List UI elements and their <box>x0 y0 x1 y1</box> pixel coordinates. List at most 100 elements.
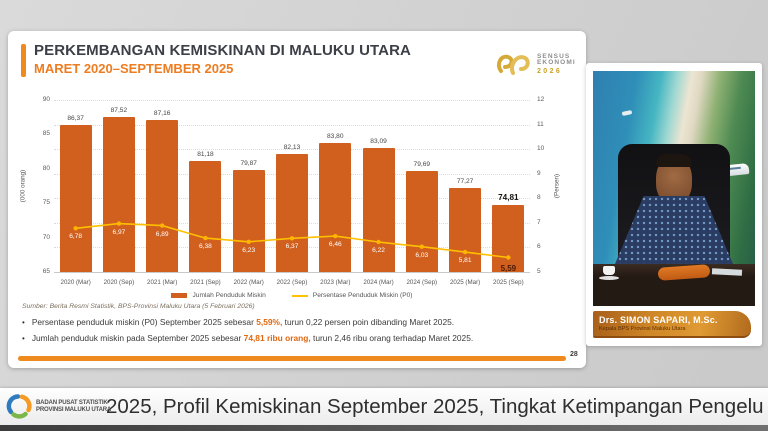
bullet-count: • Jumlah penduduk miskin pada September … <box>22 333 578 344</box>
ticker-headline: 2025, Profil Kemiskinan September 2025, … <box>106 394 764 418</box>
right-axis-tick: 12 <box>537 96 545 103</box>
x-axis-label: 2022 (Sep) <box>276 279 308 286</box>
slide-page-number: 28 <box>570 351 578 358</box>
bps-logo-text: BADAN PUSAT STATISTIK PROVINSI MALUKU UT… <box>36 399 112 413</box>
line-point <box>462 249 468 255</box>
poverty-chart: 65 70 75 80 85 90 5 6 7 8 9 10 11 12 (000 orang) (Perse… <box>8 31 586 368</box>
speaker-video-frame <box>593 71 755 306</box>
right-axis-tick: 9 <box>537 169 541 177</box>
line-point <box>246 239 251 244</box>
x-axis-label: 2020 (Sep) <box>103 279 135 286</box>
line-point <box>116 221 122 226</box>
bar-2024 (Sep) <box>405 170 438 272</box>
right-axis-tick: 5 <box>537 268 541 275</box>
left-axis-tick: 90 <box>42 96 50 103</box>
bar-value-label: 83,09 <box>370 137 387 145</box>
speaker-name: Drs. SIMON SAPARI, M.Sc. <box>599 315 718 325</box>
bar-value-label: 83,80 <box>327 132 344 140</box>
right-axis-tick: 6 <box>537 243 541 251</box>
bar-2025 (Mar) <box>449 187 482 272</box>
line-value-label: 5,59 <box>500 263 517 273</box>
line-value-label: 6,22 <box>372 247 385 255</box>
left-axis-title: (000 orang) <box>19 169 27 203</box>
chart-legend: Jumlah Penduduk Miskin Persentase Pendud… <box>54 292 530 299</box>
gridline <box>54 272 530 273</box>
left-axis-tick: 70 <box>42 233 50 241</box>
speaker-name-banner: Drs. SIMON SAPARI, M.Sc. Kepala BPS Prov… <box>593 311 751 338</box>
x-axis-label: 2025 (Mar) <box>449 279 481 286</box>
x-axis-label: 2025 (Sep) <box>493 279 524 286</box>
line-value-label: 6,23 <box>242 246 256 254</box>
line-point <box>289 236 295 241</box>
bar-2025 (Sep) <box>492 204 525 272</box>
right-axis-tick: 10 <box>537 145 545 153</box>
line-series-swatch <box>291 294 308 297</box>
right-axis-tick: 8 <box>537 194 541 202</box>
coffee-cup <box>602 266 615 276</box>
x-axis-label: 2021 (Sep) <box>190 279 221 286</box>
legend-bar-label: Jumlah Penduduk Miskin <box>192 292 266 299</box>
bullet-percentage-text: Persentase penduduk miskin (P0) Septembe… <box>31 317 455 327</box>
sensus-ekonomi-logo: SENSUS EKONOMI 2026 <box>495 47 581 81</box>
line-value-label: 6,37 <box>285 243 299 251</box>
bar-2021 (Mar) <box>146 119 179 272</box>
bar-value-label: 79,87 <box>240 159 257 167</box>
bullet-dot-icon: • <box>22 318 25 327</box>
bps-logo-line1: BADAN PUSAT STATISTIK <box>36 399 108 407</box>
boat-shape <box>621 109 633 116</box>
left-axis-tick: 75 <box>42 199 50 207</box>
sensus-logo-line1: SENSUS <box>537 52 571 60</box>
bar-2024 (Mar) <box>362 147 395 272</box>
line-value-label: 6,46 <box>328 241 342 249</box>
saucer <box>599 276 620 281</box>
speaker-video-feed: Drs. SIMON SAPARI, M.Sc. Kepala BPS Prov… <box>586 63 762 346</box>
x-axis-label: 2023 (Mar) <box>320 279 351 286</box>
percentage-line <box>73 221 511 260</box>
legend-item-line: Persentase Penduduk Miskin (P0) <box>291 292 413 299</box>
x-axis-label: 2020 (Mar) <box>60 279 91 286</box>
line-point <box>419 244 425 249</box>
title-accent-bar <box>21 44 26 77</box>
slide-title: PERKEMBANGAN KEMISKINAN DI MALUKU UTARA <box>34 42 411 59</box>
bullet-dot-icon: • <box>22 334 25 343</box>
bar-2020 (Mar) <box>59 124 92 272</box>
bps-logo-icon <box>6 394 32 419</box>
right-axis-tick: 11 <box>537 120 544 128</box>
left-axis-tick: 65 <box>42 268 50 275</box>
right-axis-title: (Persen) <box>553 173 561 199</box>
bar-2022 (Sep) <box>276 154 308 272</box>
bar-value-label: 74,81 <box>498 192 519 202</box>
bar-value-label: 82,13 <box>283 144 301 152</box>
x-axis-label: 2024 (Sep) <box>406 279 438 286</box>
left-axis-tick: 85 <box>42 130 50 138</box>
bar-value-label: 87,52 <box>110 107 128 115</box>
line-value-label: 6,03 <box>415 251 429 259</box>
bar-value-label: 77,27 <box>456 177 474 185</box>
x-axis-label: 2022 (Mar) <box>233 279 264 286</box>
source-note: Sumber: Berita Resmi Statistik, BPS-Prov… <box>22 303 255 310</box>
gridline <box>54 149 530 151</box>
key-findings: • Persentase penduduk miskin (P0) Septem… <box>22 317 578 349</box>
bps-logo-line2: PROVINSI MALUKU UTARA <box>36 405 112 413</box>
line-value-label: 6,38 <box>199 243 212 251</box>
bar-2023 (Mar) <box>319 142 352 272</box>
line-value-label: 6,78 <box>69 233 83 241</box>
line-point <box>73 226 78 231</box>
gridline <box>54 100 530 101</box>
speaker-title: Kepala BPS Provinsi Maluku Utara <box>599 326 686 332</box>
bottom-strip <box>0 425 768 431</box>
bar-2021 (Sep) <box>189 160 222 272</box>
bullet-count-text: Jumlah penduduk miskin pada September 20… <box>31 333 474 343</box>
bar-series-swatch <box>171 293 188 298</box>
bar-value-label: 86,37 <box>67 114 84 122</box>
slide-footer-bar <box>18 356 566 361</box>
line-value-label: 5,81 <box>458 257 472 265</box>
line-value-label: 6,97 <box>112 228 126 236</box>
bar-value-label: 79,69 <box>413 160 431 168</box>
sensus-logo-line2: EKONOMI <box>537 59 576 66</box>
line-point <box>159 223 165 228</box>
speaker-hair <box>656 153 692 167</box>
x-axis-label: 2021 (Mar) <box>147 279 178 286</box>
left-axis-tick: 80 <box>42 164 50 172</box>
line-point <box>376 239 381 245</box>
